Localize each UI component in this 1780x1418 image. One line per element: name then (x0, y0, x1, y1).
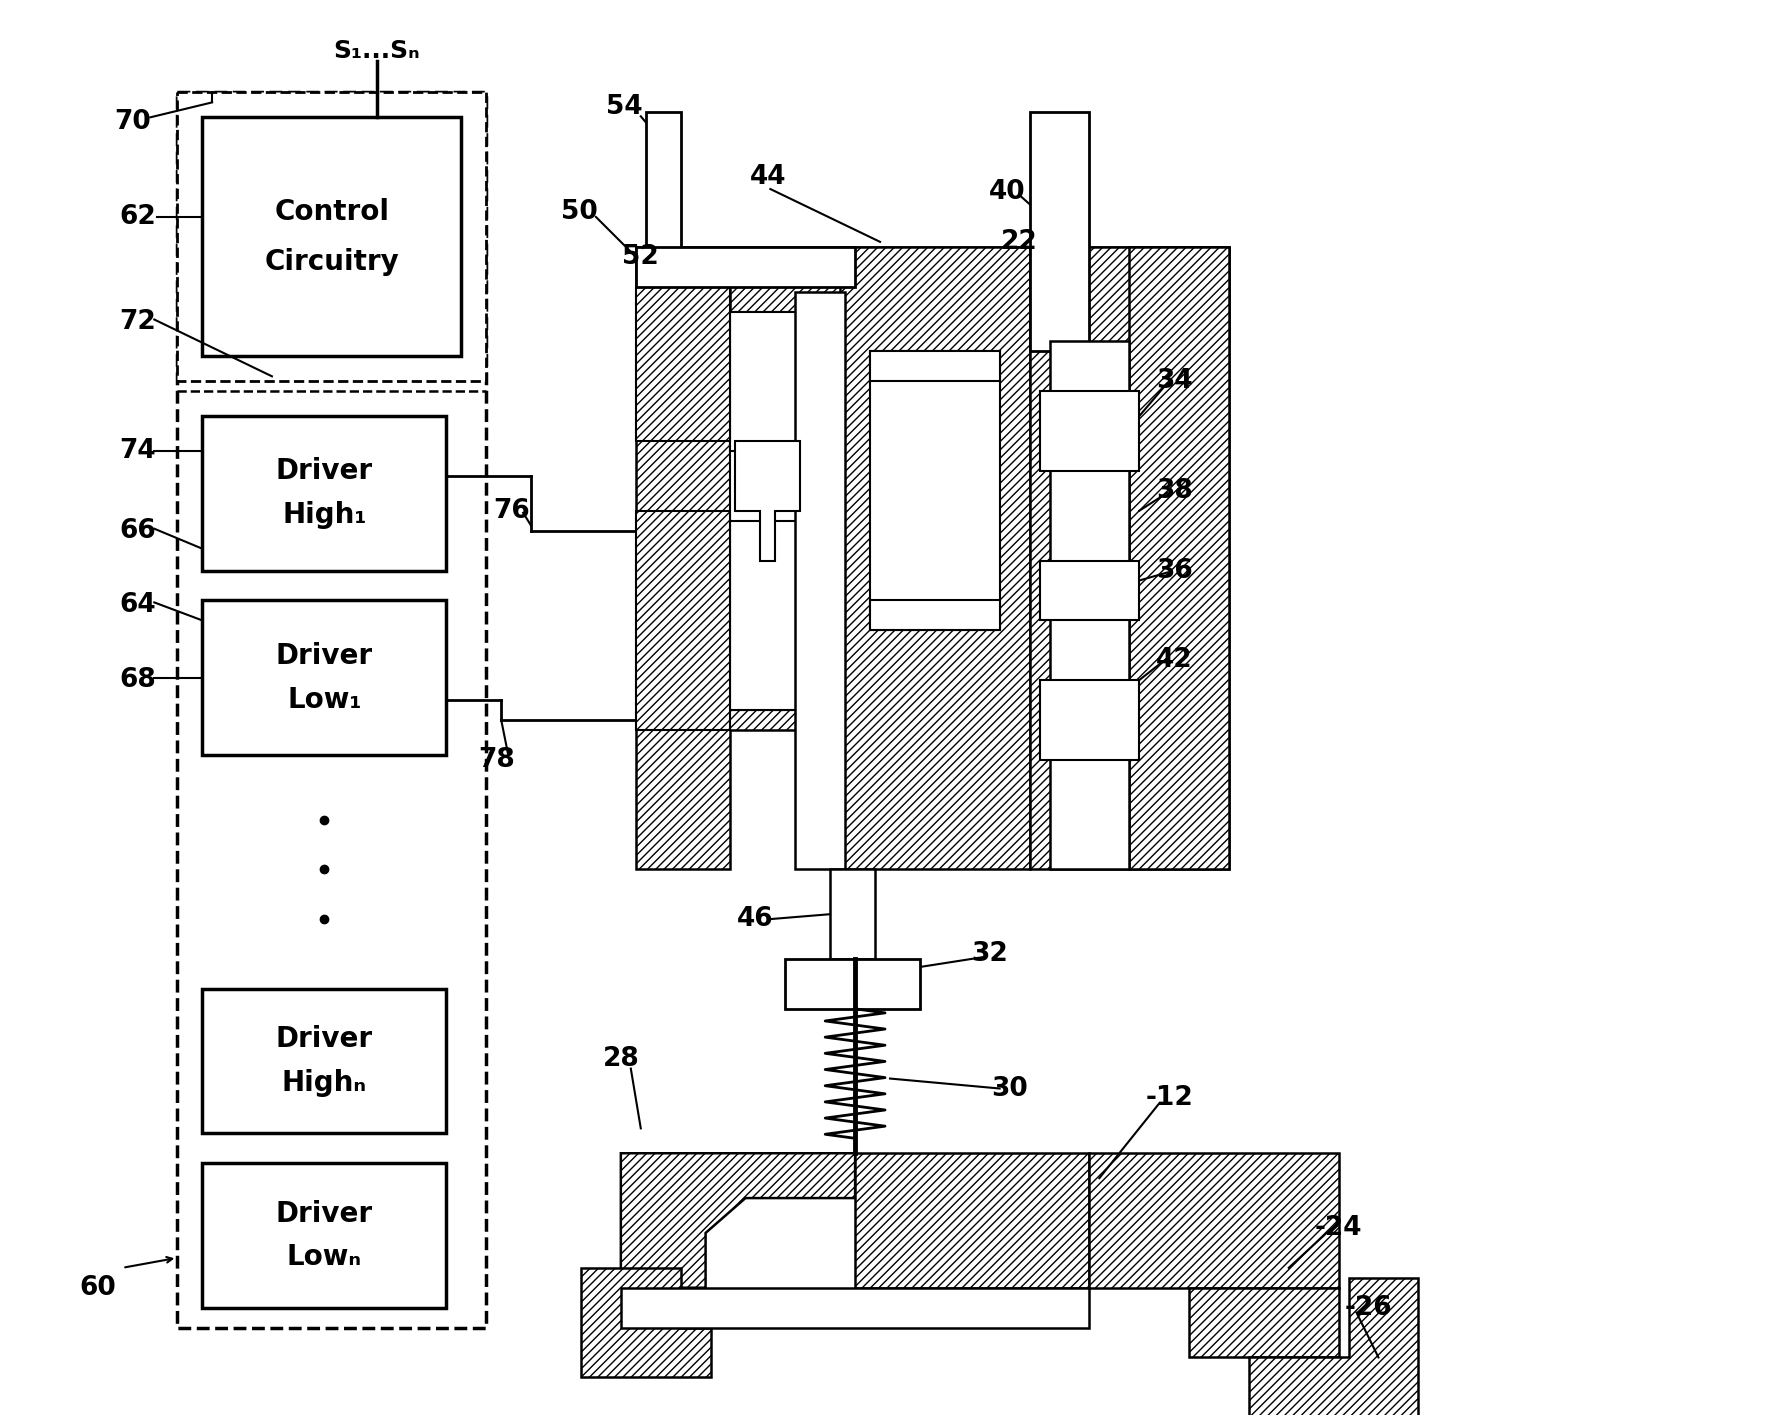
Text: 68: 68 (119, 666, 155, 693)
Text: 32: 32 (972, 942, 1007, 967)
Text: 76: 76 (493, 498, 530, 523)
Text: 64: 64 (119, 593, 155, 618)
Text: Driver: Driver (276, 642, 372, 669)
Bar (1040, 681, 1139, 760)
Bar (730, 312, 801, 710)
Text: -12: -12 (1145, 1085, 1193, 1112)
Text: Highₙ: Highₙ (281, 1069, 367, 1098)
Bar (1050, 342, 1129, 869)
Bar (730, 312, 801, 451)
Text: High₁: High₁ (281, 501, 367, 529)
Bar (785, 959, 920, 1008)
Text: 62: 62 (119, 204, 155, 230)
Polygon shape (635, 247, 1228, 342)
Text: Low₁: Low₁ (287, 685, 361, 713)
Bar (870, 600, 1000, 631)
Bar (178, 92, 486, 381)
Polygon shape (635, 286, 801, 869)
Bar (646, 112, 680, 252)
Text: Driver: Driver (276, 1025, 372, 1054)
Bar (203, 1163, 447, 1307)
Polygon shape (635, 286, 730, 441)
Text: Circuitry: Circuitry (265, 248, 399, 275)
Polygon shape (580, 1268, 710, 1377)
Text: 28: 28 (602, 1045, 639, 1072)
Text: 72: 72 (119, 309, 155, 335)
Bar (203, 118, 461, 356)
Text: 46: 46 (737, 906, 774, 932)
Polygon shape (1129, 247, 1228, 869)
Text: Driver: Driver (276, 1200, 372, 1228)
Text: 74: 74 (119, 438, 155, 464)
Text: -24: -24 (1315, 1215, 1362, 1241)
Text: 30: 30 (991, 1075, 1029, 1102)
Bar (621, 1288, 1089, 1327)
Text: 66: 66 (119, 518, 155, 543)
Bar (1040, 391, 1139, 471)
Bar (635, 247, 854, 286)
Text: 34: 34 (1155, 369, 1193, 394)
Bar (203, 600, 447, 754)
Polygon shape (1189, 1288, 1339, 1357)
Polygon shape (735, 441, 801, 560)
Text: 42: 42 (1155, 647, 1193, 674)
Polygon shape (1029, 247, 1228, 869)
Polygon shape (621, 1153, 854, 1288)
Text: 40: 40 (990, 179, 1025, 206)
Bar (203, 415, 447, 570)
Text: 36: 36 (1155, 557, 1193, 584)
Polygon shape (1089, 1153, 1339, 1288)
Bar (1029, 112, 1089, 352)
Text: S₁...Sₙ: S₁...Sₙ (333, 38, 420, 62)
Text: 54: 54 (605, 95, 643, 121)
Text: Driver: Driver (276, 458, 372, 485)
Bar (203, 988, 447, 1133)
Text: 78: 78 (477, 747, 514, 773)
Bar (730, 520, 801, 710)
Bar (870, 352, 1000, 631)
Bar (829, 869, 876, 959)
Bar (1040, 560, 1139, 620)
Text: 22: 22 (1000, 228, 1038, 255)
Bar (796, 292, 845, 869)
Text: Control: Control (274, 199, 390, 225)
Text: 60: 60 (78, 1275, 116, 1300)
Polygon shape (840, 247, 1029, 869)
Text: 70: 70 (114, 109, 151, 135)
Text: 52: 52 (623, 244, 659, 269)
Text: -26: -26 (1344, 1295, 1392, 1320)
Text: 50: 50 (561, 199, 598, 225)
Text: 38: 38 (1155, 478, 1193, 503)
Polygon shape (854, 1153, 1089, 1288)
Text: Lowₙ: Lowₙ (287, 1244, 361, 1272)
Polygon shape (1250, 1278, 1419, 1417)
Bar (870, 352, 1000, 381)
Text: 44: 44 (749, 164, 787, 190)
Bar (178, 92, 486, 1327)
Polygon shape (635, 510, 730, 730)
